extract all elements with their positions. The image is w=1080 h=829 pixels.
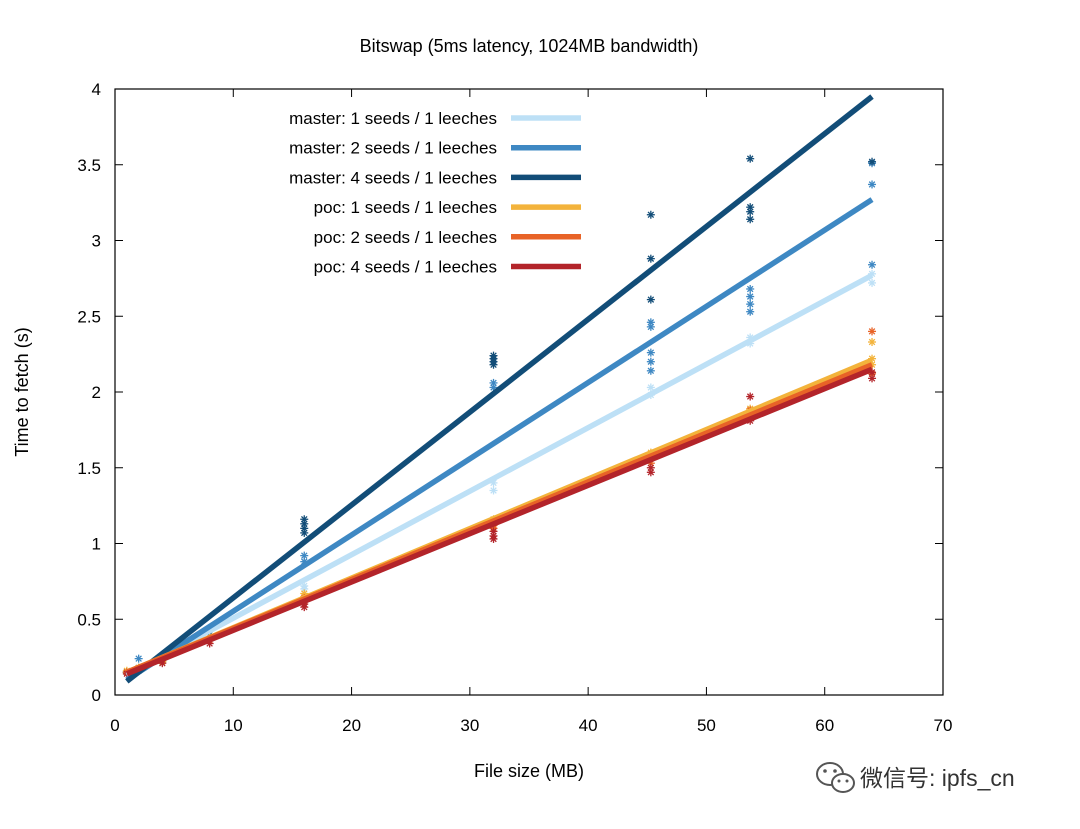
x-tick-label: 50	[697, 716, 716, 735]
series-line-6	[125, 366, 874, 677]
data-point	[646, 463, 655, 472]
y-tick-label: 3.5	[77, 156, 101, 175]
y-tick-label: 3	[92, 232, 101, 251]
wechat-icon	[816, 762, 855, 793]
series-line-3	[125, 94, 874, 684]
data-point	[746, 292, 755, 301]
x-axis: 0 10 20 30 40 50 60 70	[110, 89, 952, 735]
data-point	[746, 203, 755, 212]
y-tick-label: 0	[92, 686, 101, 705]
watermark: 微信号: ipfs_cn	[816, 762, 1015, 793]
chart-title: Bitswap (5ms latency, 1024MB bandwidth)	[360, 36, 699, 56]
y-tick-label: 0.5	[77, 610, 101, 629]
y-tick-label: 1.5	[77, 459, 101, 478]
legend-label: poc: 1 seeds / 1 leeches	[314, 198, 497, 217]
y-axis-label: Time to fetch (s)	[12, 327, 32, 456]
data-point	[134, 654, 143, 663]
data-point	[646, 318, 655, 327]
x-tick-label: 40	[579, 716, 598, 735]
y-axis: 0 0.5 1 1.5 2 2.5 3 3.5 4	[77, 80, 943, 705]
legend-item: poc: 1 seeds / 1 leeches	[314, 198, 581, 217]
data-point	[646, 210, 655, 219]
plot-area	[122, 94, 877, 684]
series-line-2	[125, 197, 874, 683]
data-point	[300, 515, 309, 524]
data-point	[646, 295, 655, 304]
x-axis-label: File size (MB)	[474, 761, 584, 781]
legend-label: master: 4 seeds / 1 leeches	[289, 168, 497, 187]
data-point	[746, 215, 755, 224]
data-point	[646, 348, 655, 357]
data-point	[489, 351, 498, 360]
legend-label: master: 2 seeds / 1 leeches	[289, 139, 497, 158]
data-point	[489, 378, 498, 387]
data-point	[868, 157, 877, 166]
legend-label: master: 1 seeds / 1 leeches	[289, 109, 497, 128]
y-tick-label: 2.5	[77, 307, 101, 326]
y-tick-label: 1	[92, 535, 101, 554]
legend-label: poc: 4 seeds / 1 leeches	[314, 258, 497, 277]
data-point	[746, 154, 755, 163]
x-tick-label: 0	[110, 716, 119, 735]
legend-item: poc: 2 seeds / 1 leeches	[314, 228, 581, 247]
series-line-1	[125, 272, 874, 678]
data-point	[489, 486, 498, 495]
data-point	[868, 278, 877, 287]
data-point	[646, 383, 655, 392]
watermark-text: 微信号: ipfs_cn	[860, 765, 1015, 791]
data-point	[300, 551, 309, 560]
x-tick-label: 70	[934, 716, 953, 735]
data-point	[868, 260, 877, 269]
data-point	[868, 180, 877, 189]
legend-label: poc: 2 seeds / 1 leeches	[314, 228, 497, 247]
data-point	[646, 357, 655, 366]
data-point	[746, 307, 755, 316]
x-tick-label: 30	[460, 716, 479, 735]
data-point	[746, 300, 755, 309]
x-tick-label: 60	[815, 716, 834, 735]
legend: master: 1 seeds / 1 leeches master: 2 see…	[289, 109, 581, 277]
y-tick-label: 4	[92, 80, 101, 99]
legend-item: poc: 4 seeds / 1 leeches	[314, 258, 581, 277]
data-point	[646, 366, 655, 375]
data-point	[489, 527, 498, 536]
x-tick-label: 20	[342, 716, 361, 735]
x-tick-label: 10	[224, 716, 243, 735]
y-tick-label: 2	[92, 383, 101, 402]
data-point	[746, 392, 755, 401]
data-point	[868, 338, 877, 347]
data-point	[746, 284, 755, 293]
legend-item: master: 4 seeds / 1 leeches	[289, 168, 581, 187]
data-point	[646, 254, 655, 263]
legend-item: master: 1 seeds / 1 leeches	[289, 109, 581, 128]
data-point	[868, 327, 877, 336]
legend-item: master: 2 seeds / 1 leeches	[289, 139, 581, 158]
